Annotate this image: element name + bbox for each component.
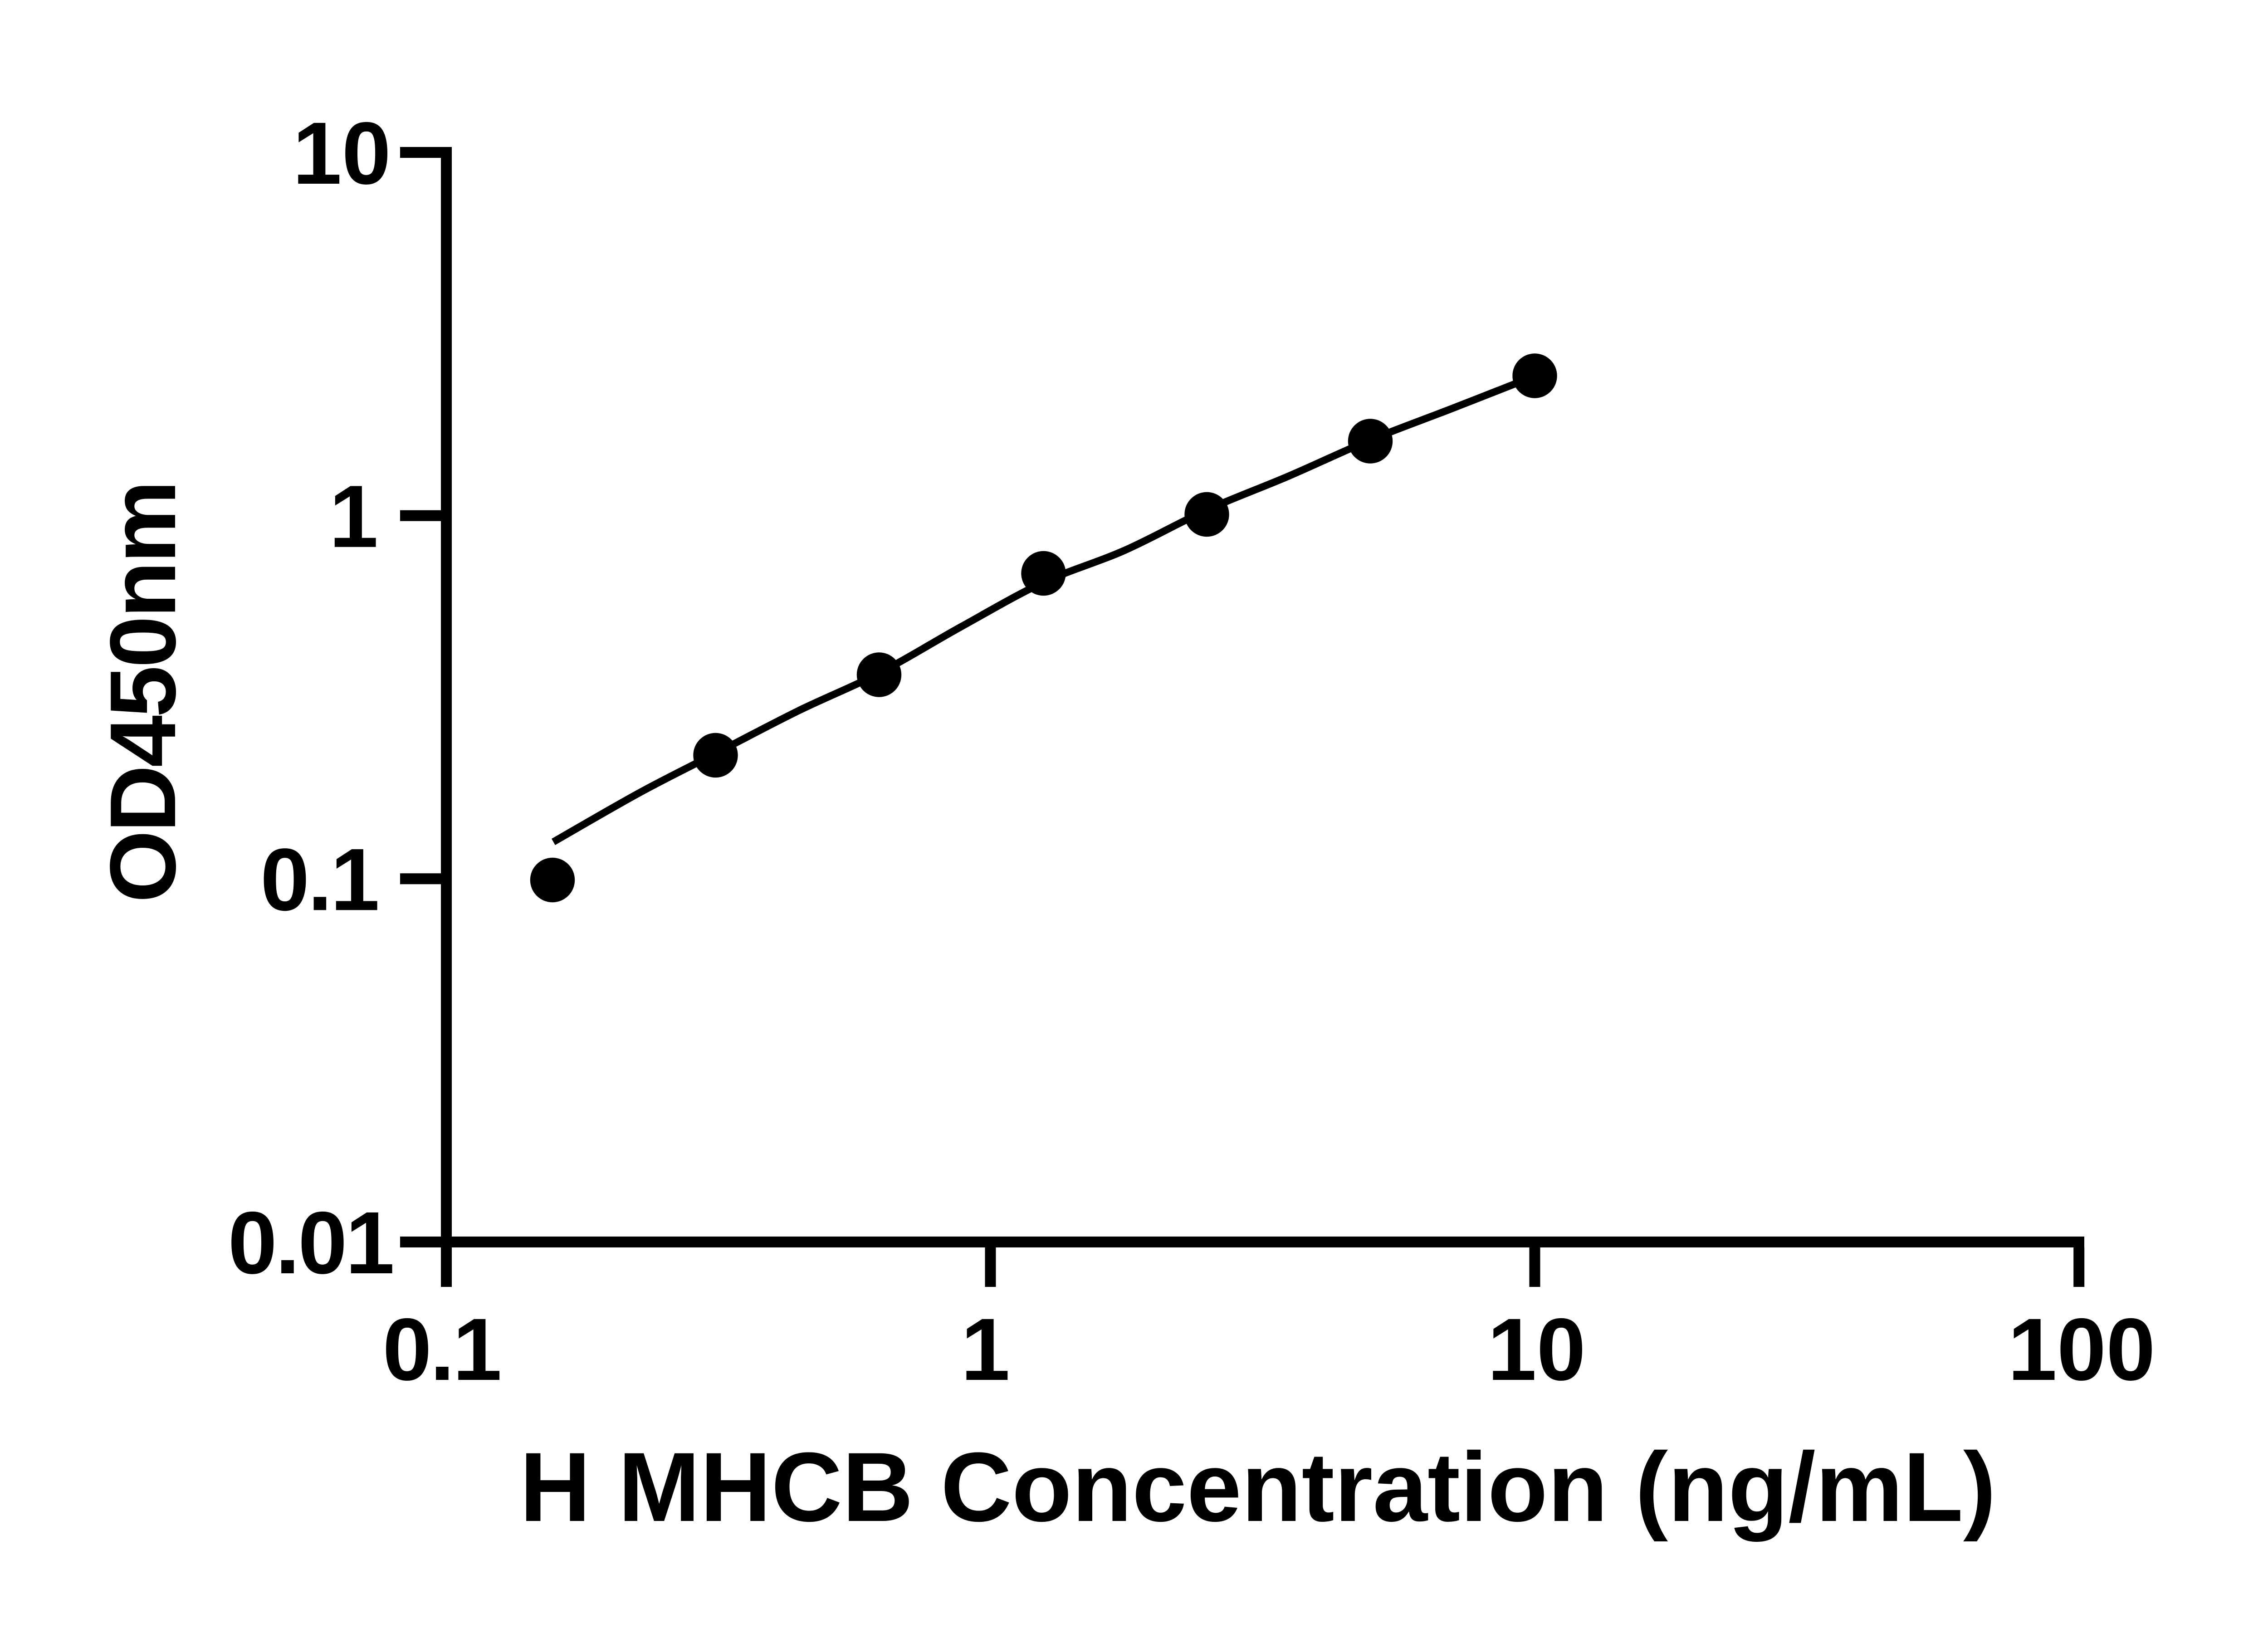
svg-text:H MHCB Concentration (ng/mL): H MHCB Concentration (ng/mL)	[520, 1432, 1996, 1542]
svg-text:1: 1	[961, 1300, 1010, 1399]
svg-text:0.1: 0.1	[382, 1300, 500, 1399]
svg-text:0.1: 0.1	[260, 830, 378, 929]
svg-text:1: 1	[329, 467, 378, 566]
svg-text:OD450nm: OD450nm	[91, 483, 195, 903]
svg-text:100: 100	[2008, 1300, 2155, 1399]
svg-text:10: 10	[1487, 1300, 1586, 1399]
svg-text:0.01: 0.01	[228, 1193, 393, 1292]
svg-text:10: 10	[293, 104, 391, 203]
